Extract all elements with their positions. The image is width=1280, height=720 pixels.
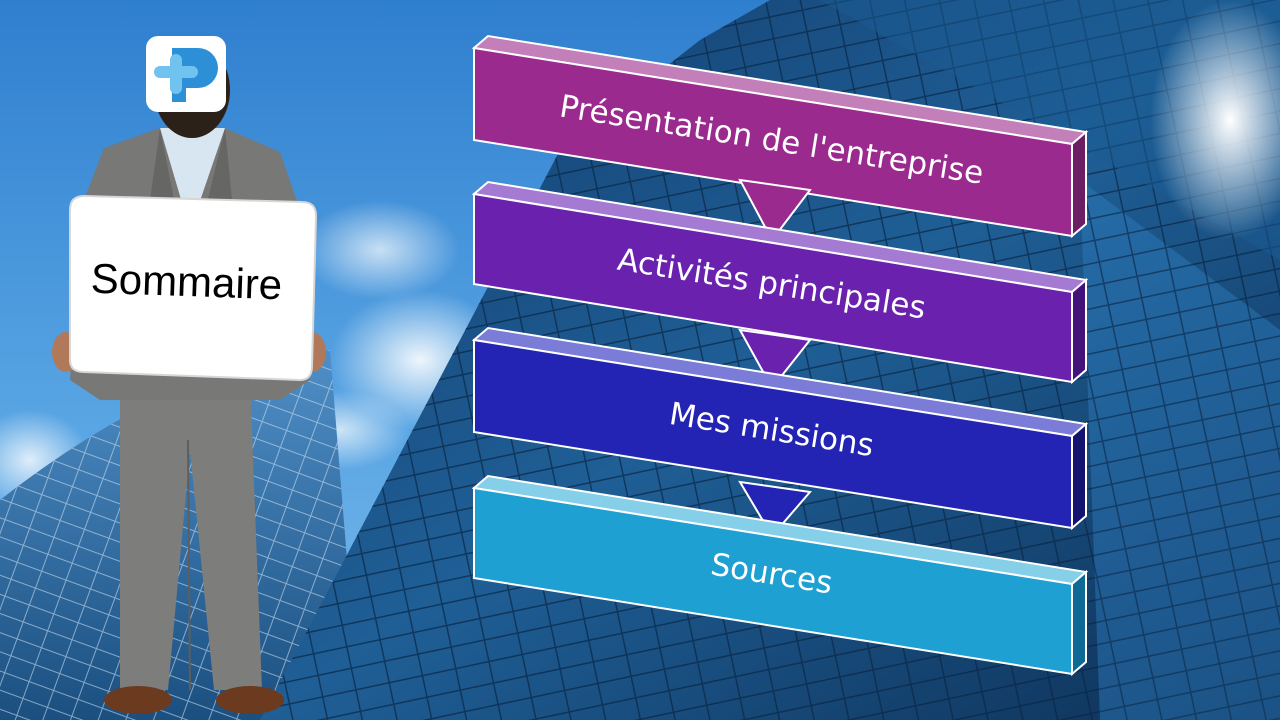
- step-arrow-2: [738, 328, 812, 390]
- step-3: Mes missions: [471, 326, 1089, 531]
- p-plus-logo-icon: [146, 36, 226, 112]
- step-3-face: [473, 338, 1073, 530]
- cloud-right: [1150, 0, 1280, 240]
- step-arrow-1: [738, 178, 812, 242]
- step-4-face: [473, 486, 1073, 676]
- step-4: Sources: [471, 474, 1089, 677]
- step-arrow-3: [738, 480, 812, 538]
- step-1-face: [473, 46, 1073, 238]
- process-diagram: Présentation de l'entreprise Activités p…: [471, 34, 1089, 677]
- step-2: Activités principales: [471, 180, 1089, 385]
- sign-label: Sommaire: [90, 255, 283, 309]
- left-shoe: [104, 686, 172, 714]
- step-2-face: [473, 192, 1073, 384]
- right-shoe: [216, 686, 284, 714]
- sommaire-sign: Sommaire: [69, 194, 318, 382]
- step-1: Présentation de l'entreprise: [471, 34, 1089, 239]
